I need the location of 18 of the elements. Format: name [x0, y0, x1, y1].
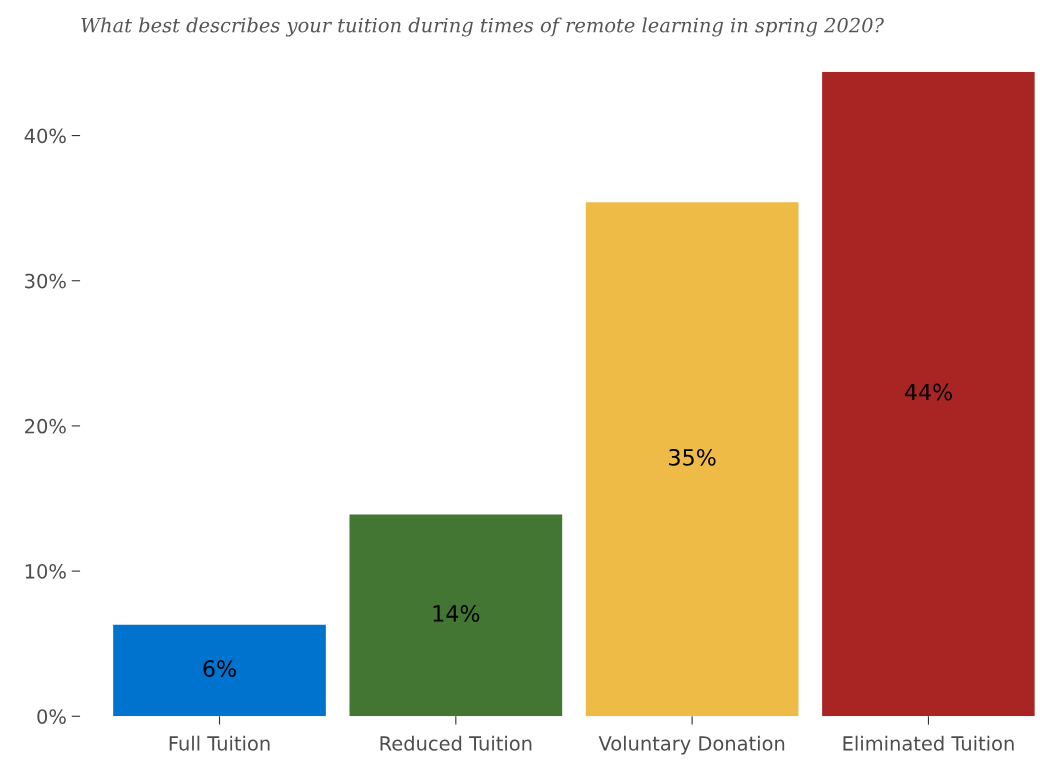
bar — [113, 624, 326, 717]
data-label: 14% — [433, 605, 480, 622]
y-tick-label: 0% — [37, 709, 66, 724]
data-label: 6% — [203, 660, 236, 677]
bar — [822, 71, 1035, 717]
y-tick-label: 20% — [25, 418, 66, 434]
chart-title: What best describes your tuition during times of remote learning in spring 2020? — [81, 17, 884, 37]
bar — [585, 202, 799, 717]
x-tick-label: Reduced Tuition — [380, 735, 532, 751]
x-tick-label: Voluntary Donation — [598, 735, 785, 755]
bar — [349, 514, 563, 717]
y-tick-label: 40% — [24, 128, 66, 144]
x-tick-label: Full Tuition — [169, 735, 270, 751]
y-tick-label: 30% — [25, 273, 66, 289]
data-label: 44% — [904, 383, 952, 401]
data-label: 35% — [669, 448, 716, 466]
y-tick-label: 10% — [25, 564, 66, 579]
x-tick-label: Eliminated Tuition — [843, 735, 1014, 751]
